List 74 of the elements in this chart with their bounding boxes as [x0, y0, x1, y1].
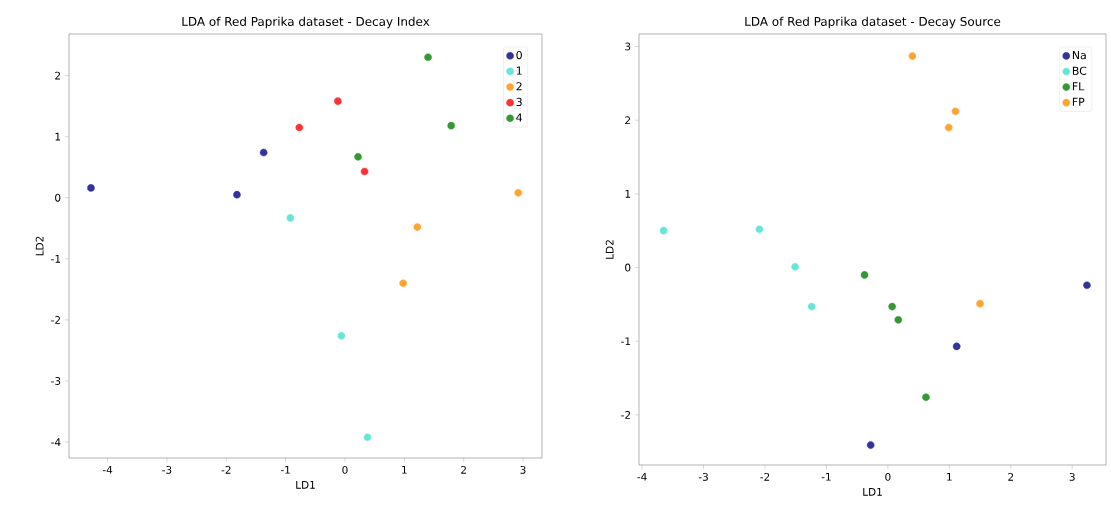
- point: [447, 121, 455, 130]
- x-axis-title: LD1: [863, 488, 882, 496]
- legend-label: 1: [516, 66, 522, 75]
- point: [87, 184, 95, 192]
- y-axis-title: LD2: [605, 240, 614, 259]
- y-tick-label: -1: [51, 255, 61, 263]
- x-tick-label: 1: [402, 465, 407, 474]
- legend-label: 2: [516, 82, 522, 91]
- point: [922, 393, 930, 401]
- y-tick-label: -4: [51, 438, 61, 446]
- x-tick-label: 0: [885, 472, 891, 481]
- point: [514, 189, 523, 197]
- y-tick-label: 0: [625, 263, 631, 272]
- legend-label: 4: [516, 113, 523, 122]
- y-tick-label: -2: [621, 411, 631, 419]
- x-tick-label: 3: [1069, 472, 1075, 481]
- x-tick-label: -4: [637, 472, 647, 481]
- point: [286, 214, 295, 222]
- point: [894, 316, 903, 324]
- point: [755, 225, 764, 234]
- legend-label: Na: [1072, 51, 1086, 60]
- point: [860, 271, 869, 279]
- x-tick-label: -1: [821, 472, 831, 481]
- y-tick-label: 1: [625, 190, 631, 198]
- point: [951, 107, 960, 116]
- x-tick-label: -1: [280, 465, 290, 474]
- point: [976, 299, 984, 308]
- x-tick-label: 3: [520, 465, 526, 474]
- x-tick-label: 0: [342, 465, 348, 474]
- point: [399, 279, 407, 288]
- point: [295, 123, 304, 132]
- point: [354, 153, 362, 161]
- legend-label: 3: [516, 97, 522, 107]
- point: [424, 53, 432, 61]
- point: [866, 441, 875, 449]
- y-tick-label: 2: [625, 116, 631, 125]
- point: [334, 97, 342, 105]
- y-tick-label: -3: [51, 377, 61, 385]
- y-tick-label: 2: [55, 71, 61, 80]
- point: [1083, 281, 1091, 290]
- point: [363, 433, 372, 442]
- point: [908, 52, 917, 60]
- legend-label: FL: [1072, 82, 1085, 91]
- y-tick-label: -1: [621, 337, 631, 346]
- point: [337, 332, 346, 340]
- point: [944, 123, 953, 132]
- point: [807, 302, 816, 311]
- legend-label: BC: [1072, 66, 1087, 75]
- point: [791, 263, 799, 271]
- legend-label: 0: [516, 50, 522, 60]
- point: [888, 302, 896, 311]
- point: [233, 190, 241, 199]
- y-axis-title: LD2: [35, 236, 44, 256]
- y-tick-label: -2: [51, 316, 61, 324]
- point: [413, 223, 422, 231]
- chart-title: LDA of Red Paprika dataset - Decay Source: [745, 16, 1001, 29]
- x-tick-label: -3: [162, 465, 172, 474]
- x-tick-label: 1: [947, 472, 952, 481]
- y-tick-label: 1: [55, 132, 61, 141]
- y-tick-label: 3: [625, 42, 631, 51]
- y-tick-label: 0: [55, 193, 61, 202]
- x-tick-label: -4: [102, 465, 113, 474]
- point: [360, 167, 369, 176]
- x-tick-label: -3: [698, 472, 708, 481]
- x-tick-label: -2: [221, 465, 231, 474]
- x-tick-label: -2: [760, 472, 770, 481]
- x-tick-label: 2: [1008, 472, 1014, 481]
- legend-label: FP: [1072, 97, 1085, 106]
- point: [659, 226, 668, 235]
- point: [259, 148, 268, 157]
- x-tick-label: 2: [461, 465, 466, 474]
- x-axis-title: LD1: [296, 481, 315, 489]
- point: [952, 342, 961, 351]
- chart-title: LDA of Red Paprika dataset - Decay Index: [182, 16, 430, 29]
